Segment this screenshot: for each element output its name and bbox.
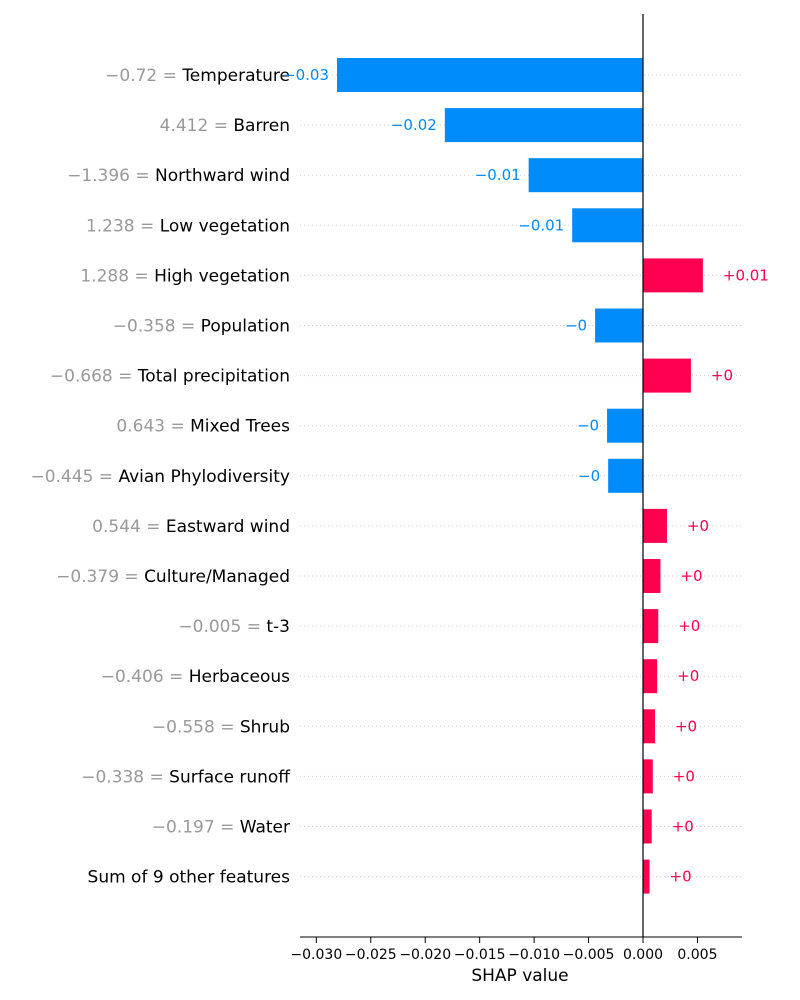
feature-label: 0.544 = Eastward wind — [92, 517, 290, 537]
feature-label: −1.396 = Northward wind — [67, 166, 290, 186]
feature-label: −0.379 = Culture/Managed — [56, 567, 290, 587]
bar — [643, 609, 659, 644]
feature-name: Avian Phylodiversity — [118, 467, 290, 487]
feature-value: −0.406 = — [101, 667, 189, 687]
feature-label: −0.558 = Shrub — [152, 717, 290, 737]
feature-value: −0.379 = — [56, 567, 144, 587]
data-label: −0 — [565, 317, 587, 335]
data-label: +0 — [678, 617, 700, 635]
data-label: −0 — [578, 467, 600, 485]
feature-name: Northward wind — [155, 166, 290, 186]
data-label: +0 — [711, 367, 733, 385]
feature-name: Barren — [233, 116, 290, 136]
data-label: −0.01 — [518, 216, 564, 234]
x-tick-label: −0.010 — [508, 947, 560, 963]
x-tick-label: −0.005 — [563, 947, 615, 963]
bar — [572, 208, 643, 243]
bar — [337, 58, 643, 92]
data-label: −0.02 — [391, 116, 437, 134]
bar — [643, 258, 703, 293]
feature-value: −0.338 = — [81, 767, 169, 787]
feature-label: −0.197 = Water — [152, 818, 290, 838]
data-label: +0 — [677, 667, 699, 685]
feature-label: −0.358 = Population — [113, 317, 290, 337]
x-tick-label: −0.020 — [399, 947, 451, 963]
feature-value: −0.005 = — [178, 617, 266, 637]
feature-value: −0.558 = — [152, 717, 240, 737]
feature-name: Surface runoff — [169, 767, 291, 787]
data-label: +0.01 — [723, 266, 769, 284]
feature-value: 0.643 = — [116, 417, 190, 437]
row-guides — [300, 74, 742, 878]
bar — [643, 859, 650, 894]
bar — [528, 158, 643, 193]
feature-value: −0.197 = — [152, 818, 240, 838]
x-tick-label: −0.015 — [454, 947, 506, 963]
data-label: +0 — [673, 767, 695, 785]
feature-value: 4.412 = — [160, 116, 234, 136]
feature-value: −0.72 = — [105, 66, 182, 86]
feature-label: −0.338 = Surface runoff — [81, 767, 291, 787]
x-tick-label: 0.005 — [677, 947, 717, 963]
bar — [444, 108, 643, 143]
feature-value: −0.358 = — [113, 317, 201, 337]
feature-label: −0.72 = Temperature — [105, 66, 290, 86]
feature-label: 1.238 = Low vegetation — [86, 216, 290, 236]
feature-label: −0.005 = t-3 — [178, 617, 290, 637]
bar — [643, 508, 667, 543]
feature-name: Culture/Managed — [144, 567, 290, 587]
data-label: +0 — [675, 717, 697, 735]
feature-value: −1.396 = — [67, 166, 155, 186]
feature-name: Total precipitation — [137, 367, 290, 387]
feature-value: 1.238 = — [86, 216, 160, 236]
feature-name: t-3 — [266, 617, 290, 637]
data-labels: −0.03 −0.02 −0.01 −0.01 +0.01 −0 +0 −0 −0 +0 +0 +0 +… — [283, 66, 769, 886]
feature-value: −0.668 = — [50, 367, 138, 387]
feature-name: Sum of 9 other features — [88, 868, 291, 888]
feature-name: Shrub — [240, 717, 290, 737]
data-label: −0 — [577, 417, 599, 435]
feature-label: −0.445 = Avian Phylodiversity — [30, 467, 290, 487]
bar — [607, 408, 643, 443]
x-axis: −0.030 −0.025 −0.020 −0.015 −0.010 −0.005 0.00… — [290, 936, 742, 963]
feature-name: Eastward wind — [166, 517, 290, 537]
feature-name: High vegetation — [154, 266, 290, 286]
bars — [337, 58, 703, 894]
bar — [608, 458, 643, 493]
feature-value: −0.445 = — [30, 467, 118, 487]
bar — [643, 809, 652, 844]
bar — [595, 308, 643, 343]
feature-name: Herbaceous — [189, 667, 290, 687]
feature-label: 0.643 = Mixed Trees — [116, 417, 290, 437]
feature-label: Sum of 9 other features — [88, 868, 291, 888]
x-tick-label: −0.025 — [345, 947, 397, 963]
feature-label: −0.406 = Herbaceous — [101, 667, 290, 687]
bar — [643, 559, 661, 593]
x-axis-title: SHAP value — [471, 966, 568, 986]
feature-name: Water — [240, 818, 290, 838]
feature-name: Low vegetation — [160, 216, 290, 236]
x-tick-label: 0.000 — [623, 947, 663, 963]
feature-value: 1.288 = — [80, 266, 154, 286]
feature-label: 1.288 = High vegetation — [80, 266, 290, 286]
data-label: +0 — [680, 567, 702, 585]
bar — [643, 358, 691, 393]
feature-name: Population — [201, 317, 290, 337]
feature-label: −0.668 = Total precipitation — [50, 367, 290, 387]
bar — [643, 759, 653, 794]
feature-value: 0.544 = — [92, 517, 166, 537]
bar — [643, 709, 655, 744]
data-label: +0 — [672, 818, 694, 836]
feature-name: Mixed Trees — [190, 417, 290, 437]
feature-labels: −0.72 = Temperature 4.412 = Barren −1.396 … — [30, 66, 291, 888]
bar — [643, 659, 658, 694]
x-tick-label: −0.030 — [290, 947, 342, 963]
data-label: −0.03 — [283, 66, 329, 84]
data-label: −0.01 — [475, 166, 521, 184]
data-label: +0 — [670, 868, 692, 886]
feature-label: 4.412 = Barren — [160, 116, 290, 136]
feature-name: Temperature — [181, 66, 290, 86]
data-label: +0 — [687, 517, 709, 535]
